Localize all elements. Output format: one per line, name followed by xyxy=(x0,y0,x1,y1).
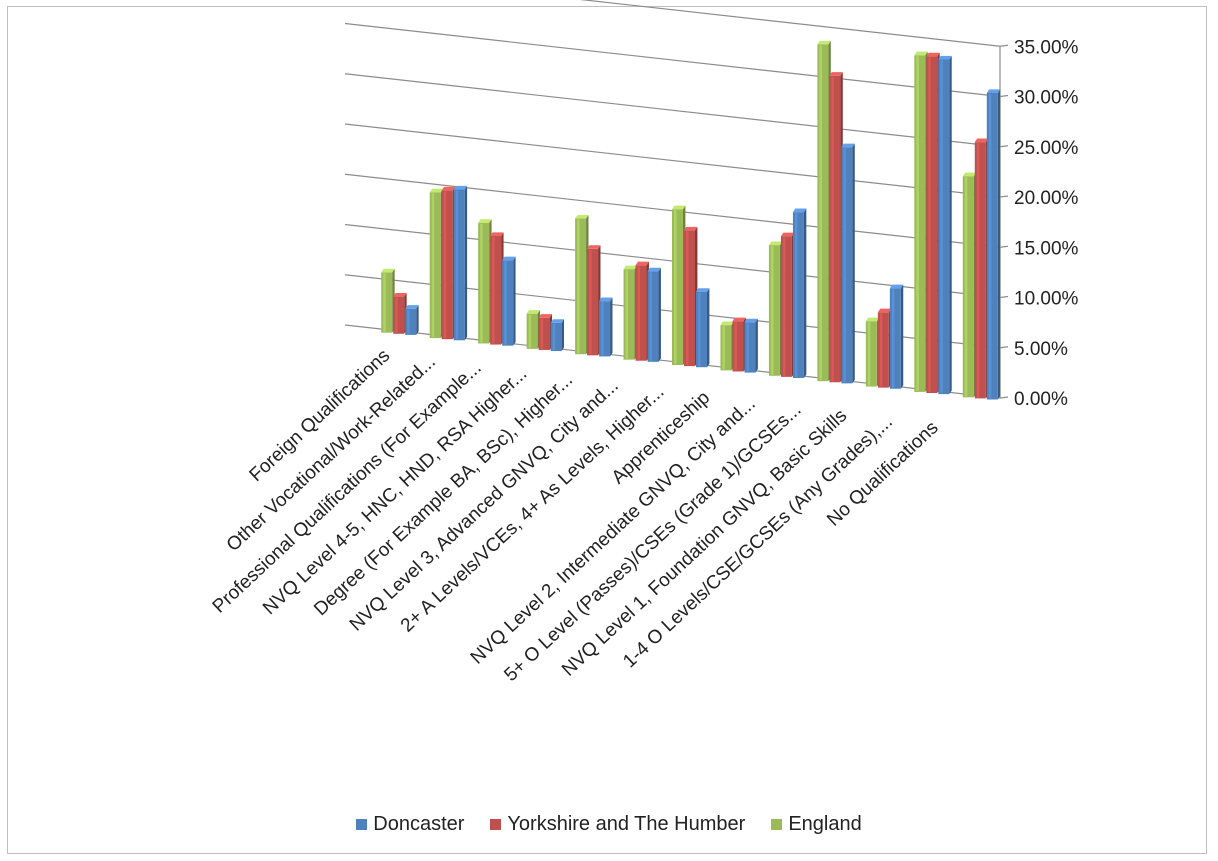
legend-swatch-doncaster xyxy=(356,818,368,830)
chart-frame xyxy=(7,6,1207,854)
y-tick-mark xyxy=(999,44,1009,47)
legend-label-yorkshire: Yorkshire and The Humber xyxy=(507,812,746,835)
bar-yorkshire-and-the-humber-2 xyxy=(441,186,456,340)
bar-doncaster-11 xyxy=(889,284,904,389)
y-tick-mark xyxy=(999,396,1009,399)
bar-yorkshire-and-the-humber-4 xyxy=(538,314,553,350)
gridline xyxy=(344,22,1001,98)
bar-england-10 xyxy=(817,40,831,382)
bar-doncaster-9 xyxy=(792,208,807,378)
chart-plot: 0.00% 5.00% 10.00% 15.00% 20.00% 25.00% 30.00%… xyxy=(209,0,1079,686)
y-tick-mark xyxy=(999,94,1009,98)
y-tick-label: 0.00% xyxy=(1014,389,1068,410)
y-tick-label: 30.00% xyxy=(1014,88,1079,109)
bar-yorkshire-and-the-humber-3 xyxy=(490,232,504,345)
bars xyxy=(381,40,1001,400)
bar-england-9 xyxy=(768,241,783,376)
gridline xyxy=(344,73,1001,148)
bar-england-5 xyxy=(575,214,589,355)
bar-yorkshire-and-the-humber-6 xyxy=(635,261,649,361)
y-tick-label: 15.00% xyxy=(1014,238,1079,259)
bar-doncaster-3 xyxy=(502,256,516,346)
bar-england-2 xyxy=(429,188,444,339)
legend: Doncaster Yorkshire and The Humber Engla… xyxy=(0,809,1218,839)
legend-swatch-yorkshire xyxy=(490,818,502,830)
y-tick-label: 5.00% xyxy=(1014,339,1068,360)
legend-label-england: England xyxy=(788,812,862,835)
bar-doncaster-13 xyxy=(986,89,1001,400)
y-tick-label: 35.00% xyxy=(1014,37,1079,58)
bar-england-4 xyxy=(526,310,541,349)
bar-england-3 xyxy=(478,219,492,344)
bar-doncaster-1 xyxy=(405,305,419,335)
bar-doncaster-4 xyxy=(550,319,565,352)
bar-england-7 xyxy=(672,205,686,365)
bar-doncaster-2 xyxy=(453,185,468,341)
bar-yorkshire-and-the-humber-11 xyxy=(877,308,892,388)
y-tick-mark xyxy=(999,145,1009,148)
bar-yorkshire-and-the-humber-7 xyxy=(684,226,698,367)
bar-doncaster-8 xyxy=(744,318,758,373)
bar-doncaster-10 xyxy=(841,143,855,384)
gridline xyxy=(579,0,1001,47)
bar-yorkshire-and-the-humber-13 xyxy=(974,138,989,399)
bar-doncaster-6 xyxy=(647,267,661,362)
y-axis-ticks: 0.00% 5.00% 10.00% 15.00% 20.00% 25.00% 30.00%… xyxy=(999,37,1079,410)
y-tick-label: 20.00% xyxy=(1014,188,1079,209)
bar-yorkshire-and-the-humber-5 xyxy=(587,245,601,356)
bar-england-13 xyxy=(962,172,977,398)
legend-item-doncaster: Doncaster xyxy=(356,813,464,836)
bar-doncaster-5 xyxy=(599,297,613,357)
legend-swatch-england xyxy=(771,818,783,830)
legend-label-doncaster: Doncaster xyxy=(373,812,465,835)
y-tick-mark xyxy=(999,295,1009,299)
y-tick-mark xyxy=(999,346,1009,349)
bar-yorkshire-and-the-humber-9 xyxy=(780,232,795,377)
bar-yorkshire-and-the-humber-12 xyxy=(926,52,940,394)
bar-yorkshire-and-the-humber-8 xyxy=(732,317,746,372)
bar-yorkshire-and-the-humber-10 xyxy=(829,72,843,383)
legend-item-yorkshire: Yorkshire and The Humber xyxy=(490,813,745,836)
legend-item-england: England xyxy=(771,812,862,836)
bar-england-8 xyxy=(720,321,734,371)
gridline xyxy=(344,123,1001,198)
y-tick-mark xyxy=(999,195,1009,198)
bar-england-12 xyxy=(914,51,928,392)
bar-england-11 xyxy=(865,317,880,387)
bar-yorkshire-and-the-humber-1 xyxy=(393,293,407,334)
bar-doncaster-7 xyxy=(696,288,710,368)
y-tick-label: 25.00% xyxy=(1014,138,1079,159)
y-tick-label: 10.00% xyxy=(1014,289,1079,310)
y-tick-mark xyxy=(999,245,1009,248)
bar-doncaster-12 xyxy=(938,55,952,395)
bar-england-6 xyxy=(623,265,637,360)
bar-england-1 xyxy=(381,268,395,333)
